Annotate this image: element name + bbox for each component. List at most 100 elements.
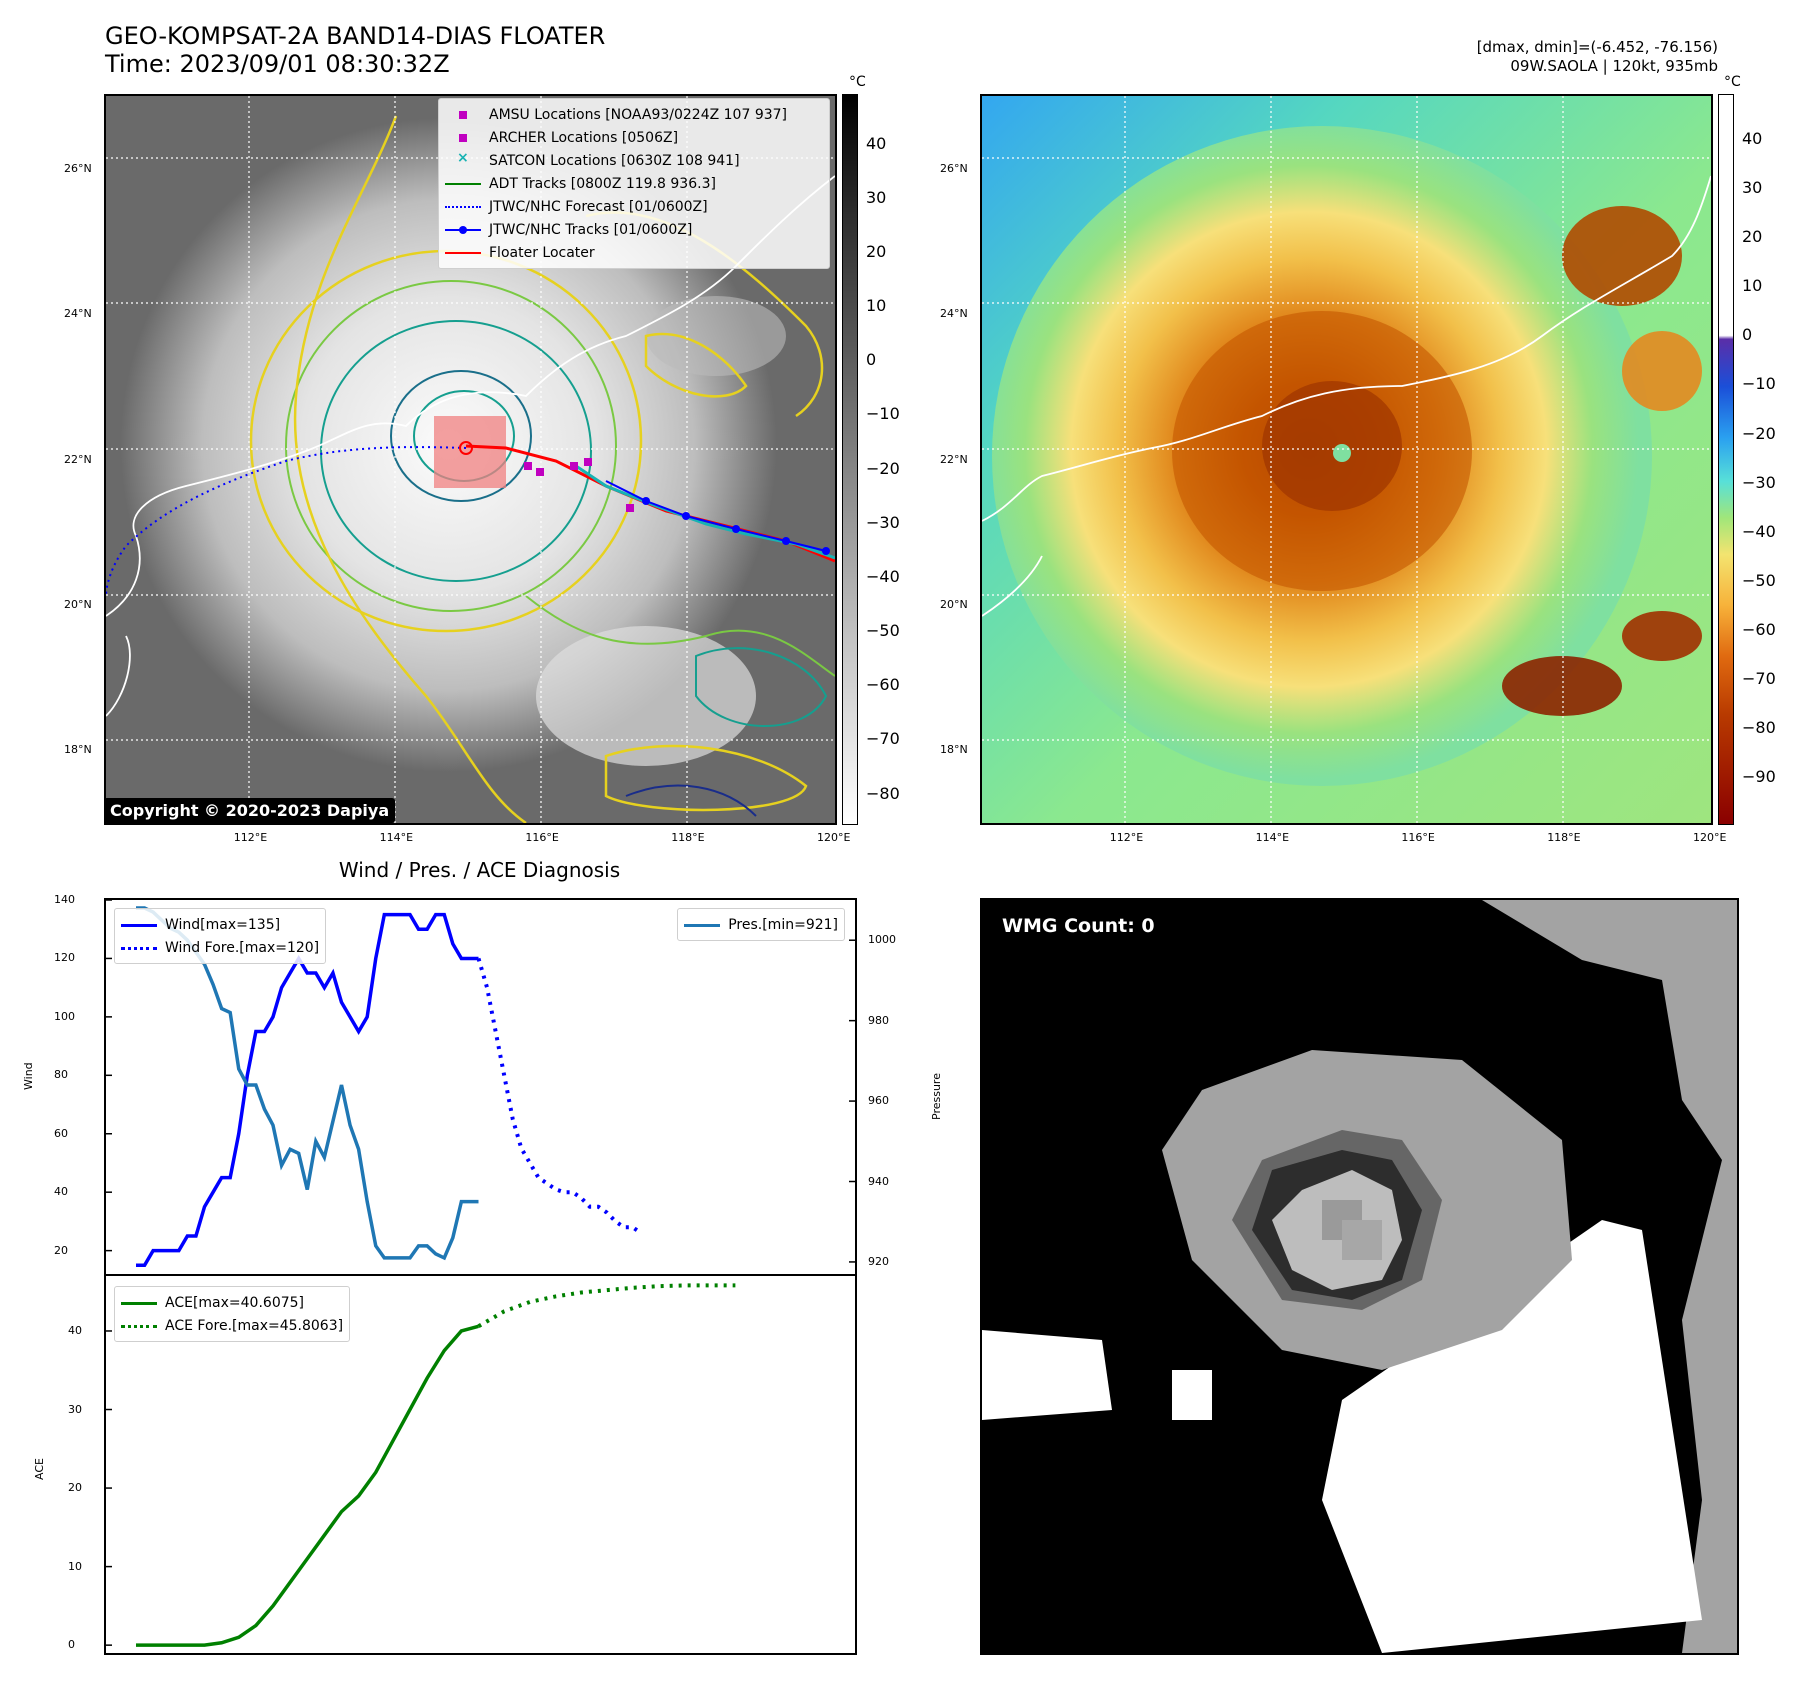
map-legend-symbol [445, 108, 481, 122]
map-legend-item: ARCHER Locations [0506Z] [445, 126, 823, 149]
jtwc-track [605, 480, 827, 552]
colorbar-tick: 10 [866, 296, 887, 316]
colorbar-tick: −10 [1742, 374, 1776, 394]
pressure-ytick: 980 [868, 1013, 889, 1027]
storm-info-label: 09W.SAOLA | 120kt, 935mb [1510, 57, 1718, 75]
wind-legend: Wind[max=135] Wind Fore.[max=120] [114, 908, 327, 964]
pressure-ytick: 940 [868, 1174, 889, 1188]
ace-ytick: 10 [68, 1559, 82, 1573]
left-colorbar-unit: °C [849, 74, 866, 90]
colorbar-tick: 20 [1742, 227, 1763, 247]
colorbar-tick: −30 [1742, 472, 1776, 492]
map-legend-item: × SATCON Locations [0630Z 108 941] [445, 149, 823, 172]
ace-ytick: 40 [68, 1323, 82, 1337]
ace-ytick: 0 [68, 1638, 75, 1652]
right-colorbar-unit: °C [1724, 74, 1741, 90]
map-lon-tick: 116°E [525, 831, 559, 844]
left-colorbar [842, 94, 858, 825]
wind-ytick: 100 [54, 1009, 75, 1023]
diagnosis-title: Wind / Pres. / ACE Diagnosis [338, 858, 621, 882]
figure-time: Time: 2023/09/01 08:30:32Z [105, 50, 450, 78]
map-legend-label: AMSU Locations [NOAA93/0224Z 107 937] [489, 106, 788, 123]
map-legend-symbol [445, 246, 481, 260]
wind-pressure-chart: Wind[max=135] Wind Fore.[max=120] Pres.[… [104, 898, 857, 1276]
map-legend-symbol [445, 131, 481, 145]
wind-ytick: 20 [54, 1243, 68, 1257]
ace-svg [106, 1283, 736, 1647]
map-legend-item: JTWC/NHC Tracks [01/0600Z] [445, 218, 823, 241]
colorbar-tick: −20 [866, 458, 900, 478]
ace-legend: ACE[max=40.6075] ACE Fore.[max=45.8063] [114, 1286, 351, 1342]
wind-legend-line [121, 918, 157, 932]
amsu-archer-points [524, 458, 634, 512]
map-legend-item: AMSU Locations [NOAA93/0224Z 107 937] [445, 103, 823, 126]
map-lat-tick: 24°N [64, 307, 92, 321]
colorbar-tick: −80 [866, 783, 900, 803]
ace-ylabel: ACE [33, 1458, 46, 1480]
map-legend-label: SATCON Locations [0630Z 108 941] [489, 152, 740, 169]
wind-forecast-line [476, 957, 643, 1235]
wind-ytick: 60 [54, 1126, 68, 1140]
jtwc-track-points [642, 497, 830, 555]
colorbar-tick: 30 [1742, 178, 1763, 198]
ace-chart: ACE[max=40.6075] ACE Fore.[max=45.8063] [104, 1274, 857, 1655]
colorbar-tick: 0 [1742, 325, 1753, 345]
colorbar-tick: −50 [866, 621, 900, 641]
pressure-legend-line [684, 918, 721, 932]
pressure-ylabel: Pressure [930, 1073, 943, 1120]
map-legend-symbol [445, 200, 481, 214]
colorbar-tick: −90 [1742, 766, 1776, 786]
wind-ylabel: Wind [22, 1062, 35, 1090]
map-legend-label: ARCHER Locations [0506Z] [489, 129, 679, 146]
pressure-ytick: 920 [868, 1254, 889, 1268]
map-legend-label: JTWC/NHC Forecast [01/0600Z] [489, 198, 708, 215]
map-lon-tick: 118°E [1547, 831, 1581, 844]
map-lon-tick: 112°E [1109, 831, 1144, 844]
right-colorbar [1718, 94, 1734, 825]
colorbar-tick: 40 [1742, 129, 1763, 149]
map-legend-symbol [445, 223, 481, 237]
colorbar-tick: −20 [1742, 423, 1776, 443]
map-legend-item: JTWC/NHC Forecast [01/0600Z] [445, 195, 823, 218]
colorbar-tick: 40 [866, 133, 887, 153]
colorbar-tick: −60 [866, 675, 900, 695]
colorbar-tick: −40 [1742, 521, 1776, 541]
figure-title: GEO-KOMPSAT-2A BAND14-DIAS FLOATER [105, 22, 606, 50]
colorbar-tick: 30 [866, 187, 887, 207]
pressure-legend-label: Pres.[min=921] [728, 916, 838, 933]
colorbar-tick: 20 [866, 242, 887, 262]
map-lat-tick: 18°N [64, 743, 92, 757]
map-lat-tick: 18°N [940, 743, 968, 757]
pressure-ytick: 960 [868, 1094, 889, 1108]
wind-fore-legend-label: Wind Fore.[max=120] [165, 939, 320, 956]
colorbar-tick: −50 [1742, 570, 1776, 590]
right-map-gridlines [982, 96, 1711, 823]
wind-ytick: 40 [54, 1185, 68, 1199]
enhanced-ir-svg [982, 96, 1711, 823]
storm-eye [1333, 444, 1351, 462]
ace-forecast-line [477, 1283, 736, 1328]
colorbar-tick: −30 [866, 512, 900, 532]
wind-fore-legend-line [121, 941, 157, 955]
wind-legend-label: Wind[max=135] [165, 916, 281, 933]
colorbar-tick: −60 [1742, 619, 1776, 639]
map-legend-label: ADT Tracks [0800Z 119.8 936.3] [489, 175, 716, 192]
map-legend-symbol [445, 177, 481, 191]
map-legend-label: JTWC/NHC Tracks [01/0600Z] [489, 221, 693, 238]
map-lon-tick: 114°E [379, 831, 414, 844]
ace-fore-legend-line [121, 1319, 157, 1333]
wmg-svg [982, 900, 1737, 1653]
map-lat-tick: 20°N [940, 597, 968, 611]
ace-series-line [136, 1324, 479, 1647]
ace-legend-label: ACE[max=40.6075] [165, 1294, 305, 1311]
wmg-panel: WMG Count: 0 [980, 898, 1739, 1655]
dmax-dmin-label: [dmax, dmin]=(-6.452, -76.156) [1476, 38, 1718, 56]
enhanced-ir-map [980, 94, 1713, 825]
map-lat-tick: 24°N [940, 307, 968, 321]
wind-ytick: 140 [54, 893, 75, 906]
map-legend: AMSU Locations [NOAA93/0224Z 107 937] ARC… [438, 98, 830, 269]
map-legend-item: Floater Locater [445, 241, 823, 264]
map-lon-tick: 114°E [1255, 831, 1290, 844]
map-lon-tick: 112°E [233, 831, 268, 844]
map-lat-tick: 20°N [64, 597, 92, 611]
